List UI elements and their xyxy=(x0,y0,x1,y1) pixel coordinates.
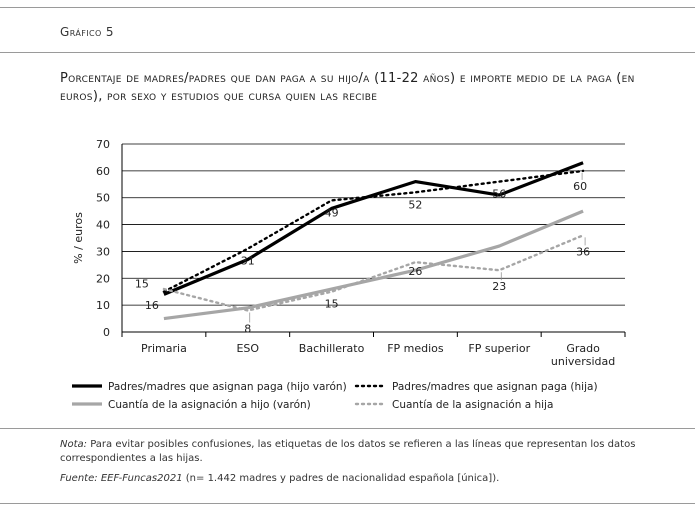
data-label: 16 xyxy=(145,299,159,312)
bottom-rule xyxy=(0,503,695,504)
y-axis-label: % / euros xyxy=(72,212,85,264)
top-rule xyxy=(0,7,695,8)
chart-title: Porcentaje de madres/padres que dan paga… xyxy=(60,71,635,104)
data-label: 60 xyxy=(573,180,587,193)
data-label: 31 xyxy=(241,255,255,268)
x-tick-label: Primaria xyxy=(141,342,187,355)
x-tick-label: FP superior xyxy=(468,342,530,355)
data-label: 15 xyxy=(325,298,339,311)
y-tick-label: 20 xyxy=(96,272,110,285)
x-tick-label: FP medios xyxy=(387,342,444,355)
series-line xyxy=(162,169,585,293)
x-tick-label: Grado xyxy=(566,342,600,355)
y-tick-label: 70 xyxy=(96,138,110,151)
x-tick-label: Bachillerato xyxy=(299,342,365,355)
note-label: Nota: xyxy=(60,439,88,450)
figure-label: Gráfico 5 xyxy=(60,25,114,39)
series-line xyxy=(163,161,584,296)
note-text: Para evitar posibles confusiones, las et… xyxy=(60,439,636,464)
series-line xyxy=(162,234,585,312)
legend-label: Cuantía de la asignación a hija xyxy=(392,399,553,411)
y-tick-label: 0 xyxy=(103,326,110,339)
data-label: 23 xyxy=(492,280,506,293)
data-label: 36 xyxy=(576,245,590,258)
y-tick-label: 60 xyxy=(96,165,110,178)
source-label: Fuente: xyxy=(60,473,98,484)
y-tick-label: 40 xyxy=(96,219,110,232)
chart-source: Fuente: EEF-Funcas2021 (n= 1.442 madres … xyxy=(60,473,685,484)
data-label: 8 xyxy=(244,323,251,336)
legend-label: Padres/madres que asignan paga (hijo var… xyxy=(108,381,347,393)
series-line xyxy=(163,209,584,321)
data-label: 49 xyxy=(325,206,339,219)
y-tick-label: 10 xyxy=(96,299,110,312)
data-label: 52 xyxy=(408,198,422,211)
x-tick-label: universidad xyxy=(551,355,615,368)
chart-note: Nota: Para evitar posibles confusiones, … xyxy=(60,438,685,466)
source-name: EEF-Funcas2021 xyxy=(100,473,183,484)
data-label: 15 xyxy=(135,278,149,291)
legend-label: Cuantía de la asignación a hijo (varón) xyxy=(108,399,311,411)
y-tick-label: 50 xyxy=(96,192,110,205)
header-rule xyxy=(0,52,695,53)
y-tick-label: 30 xyxy=(96,245,110,258)
note-rule xyxy=(0,428,695,429)
data-label: 56 xyxy=(492,188,506,201)
data-label: 26 xyxy=(408,265,422,278)
line-chart: 0 10 20 30 40 50 60 70 Primaria ESO Bachillerato FP… xyxy=(72,138,626,411)
source-text: (n= 1.442 madres y padres de nacionalida… xyxy=(185,473,500,484)
x-tick-label: ESO xyxy=(236,342,259,355)
legend-label: Padres/madres que asignan paga (hija) xyxy=(392,381,598,393)
